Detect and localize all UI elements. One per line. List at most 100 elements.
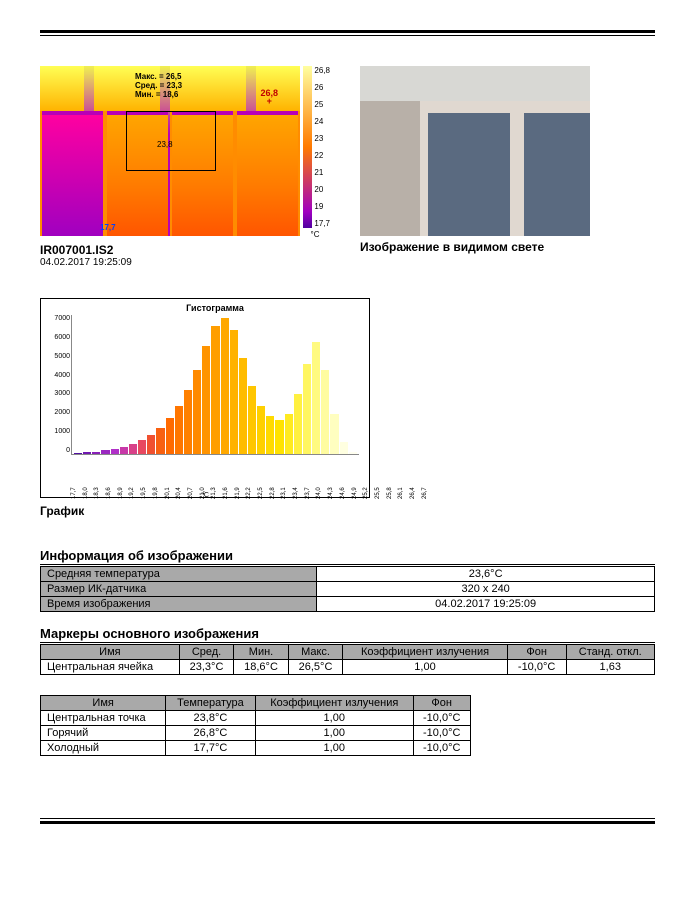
table-row: Размер ИК-датчика320 x 240 bbox=[41, 582, 655, 597]
chart-xtick: 24,3 bbox=[328, 487, 334, 499]
chart-xtick: 17,7 bbox=[71, 487, 77, 499]
scale-tick: 23 bbox=[314, 134, 330, 143]
info-heading: Информация об изображении bbox=[40, 548, 655, 565]
chart-bar bbox=[202, 346, 210, 454]
info-table: Средняя температура23,6°CРазмер ИК-датчи… bbox=[40, 566, 655, 612]
table-cell: -10,0°C bbox=[413, 711, 470, 726]
chart-bar bbox=[166, 418, 174, 454]
chart-title: Гистограмма bbox=[71, 303, 359, 313]
points-table: ИмяТемператураКоэффициент излученияФонЦе… bbox=[40, 695, 471, 756]
thermal-image-block: Макс. = 26,5 Сред. = 23,3 Мин. = 18,6 26… bbox=[40, 66, 330, 268]
scale-tick: 20 bbox=[314, 185, 330, 194]
chart-bar bbox=[101, 450, 109, 454]
chart-xtick: 19,5 bbox=[141, 487, 147, 499]
center-box: 23,8 bbox=[126, 111, 216, 171]
center-marker: 23,8 bbox=[157, 140, 173, 149]
chart-xtick: 22,5 bbox=[258, 487, 264, 499]
chart-bar bbox=[221, 318, 229, 454]
chart-xtick: 20,7 bbox=[188, 487, 194, 499]
table-row: Центральная ячейка23,3°C18,6°C26,5°C1,00… bbox=[41, 660, 655, 675]
chart-xtick: 24,9 bbox=[352, 487, 358, 499]
chart-bar bbox=[285, 414, 293, 454]
chart-xtick: 24,0 bbox=[316, 487, 322, 499]
chart-xtick: 18,3 bbox=[94, 487, 100, 499]
chart-bar bbox=[111, 449, 119, 454]
chart-ytick: 4000 bbox=[44, 372, 70, 379]
table-header: Коэффициент излучения bbox=[255, 696, 413, 711]
chart-bar bbox=[248, 386, 256, 454]
table-header: Фон bbox=[413, 696, 470, 711]
top-rule bbox=[40, 30, 655, 36]
markers-heading: Маркеры основного изображения bbox=[40, 626, 655, 643]
chart-bar bbox=[303, 364, 311, 454]
info-value: 320 x 240 bbox=[317, 582, 655, 597]
info-label: Средняя температура bbox=[41, 567, 317, 582]
table-header: Мин. bbox=[234, 645, 289, 660]
cold-marker: 17,7 bbox=[100, 223, 116, 232]
info-value: 23,6°C bbox=[317, 567, 655, 582]
chart-bar bbox=[340, 442, 348, 454]
table-row: Холодный17,7°C1,00-10,0°C bbox=[41, 741, 471, 756]
table-cell: 1,00 bbox=[255, 711, 413, 726]
chart-xtick: 26,7 bbox=[422, 487, 428, 499]
chart-xtick: 24,6 bbox=[340, 487, 346, 499]
chart-bar bbox=[175, 406, 183, 454]
chart-bar bbox=[138, 440, 146, 454]
chart-bar bbox=[147, 435, 155, 454]
table-row: Средняя температура23,6°C bbox=[41, 567, 655, 582]
chart-xtick: 20,1 bbox=[165, 487, 171, 499]
scale-tick: 19 bbox=[314, 202, 330, 211]
table-header: Станд. откл. bbox=[566, 645, 655, 660]
chart-xtick: 18,9 bbox=[118, 487, 124, 499]
table-cell: 23,8°C bbox=[166, 711, 255, 726]
table-header: Имя bbox=[41, 696, 166, 711]
table-header: Макс. bbox=[288, 645, 343, 660]
chart-bar bbox=[156, 428, 164, 454]
chart-ytick: 7000 bbox=[44, 315, 70, 322]
table-cell: 1,00 bbox=[255, 741, 413, 756]
stats-overlay: Макс. = 26,5 Сред. = 23,3 Мин. = 18,6 bbox=[135, 72, 182, 99]
scale-tick: 22 bbox=[314, 151, 330, 160]
info-label: Время изображения bbox=[41, 597, 317, 612]
table-header: Сред. bbox=[179, 645, 234, 660]
hot-marker: 26,8+ bbox=[260, 88, 278, 104]
thermal-filename: IR007001.IS2 bbox=[40, 243, 330, 257]
table-cell: -10,0°C bbox=[413, 726, 470, 741]
chart-xtick: 23,1 bbox=[281, 487, 287, 499]
chart-xtick: 23,4 bbox=[293, 487, 299, 499]
visible-image bbox=[360, 66, 590, 236]
table-cell: Центральная точка bbox=[41, 711, 166, 726]
chart-xtick: 19,8 bbox=[153, 487, 159, 499]
chart-xtick: 26,4 bbox=[410, 487, 416, 499]
chart-xtick: 25,5 bbox=[375, 487, 381, 499]
chart-bar bbox=[321, 370, 329, 454]
table-cell: Горячий bbox=[41, 726, 166, 741]
table-cell: 1,00 bbox=[255, 726, 413, 741]
thermal-image: Макс. = 26,5 Сред. = 23,3 Мин. = 18,6 26… bbox=[40, 66, 300, 236]
scale-tick: 24 bbox=[314, 117, 330, 126]
table-header: Коэффициент излучения bbox=[343, 645, 507, 660]
table-cell: 26,5°C bbox=[288, 660, 343, 675]
chart-area: 70006000500040003000200010000 bbox=[71, 315, 359, 455]
chart-bar bbox=[349, 452, 357, 454]
chart-bar bbox=[211, 326, 219, 454]
thermal-timestamp: 04.02.2017 19:25:09 bbox=[40, 257, 330, 268]
table-cell: -10,0°C bbox=[507, 660, 566, 675]
chart-xtick: 22,2 bbox=[246, 487, 252, 499]
markers-table: ИмяСред.Мин.Макс.Коэффициент излученияФо… bbox=[40, 644, 655, 675]
chart-ytick: 0 bbox=[44, 447, 70, 454]
table-header: Имя bbox=[41, 645, 180, 660]
scale-tick: 17,7 bbox=[314, 219, 330, 228]
chart-bar bbox=[312, 342, 320, 454]
chart-xtick: 18,0 bbox=[83, 487, 89, 499]
chart-ytick: 5000 bbox=[44, 353, 70, 360]
chart-ytick: 2000 bbox=[44, 409, 70, 416]
table-cell: -10,0°C bbox=[413, 741, 470, 756]
scale-tick: 26 bbox=[314, 83, 330, 92]
chart-bar bbox=[239, 358, 247, 454]
scale-tick: 26,8 bbox=[314, 66, 330, 75]
histogram-block: Гистограмма 7000600050004000300020001000… bbox=[40, 298, 370, 518]
chart-bar bbox=[266, 416, 274, 454]
visible-image-block: Изображение в видимом свете bbox=[360, 66, 590, 268]
chart-bar bbox=[230, 330, 238, 454]
